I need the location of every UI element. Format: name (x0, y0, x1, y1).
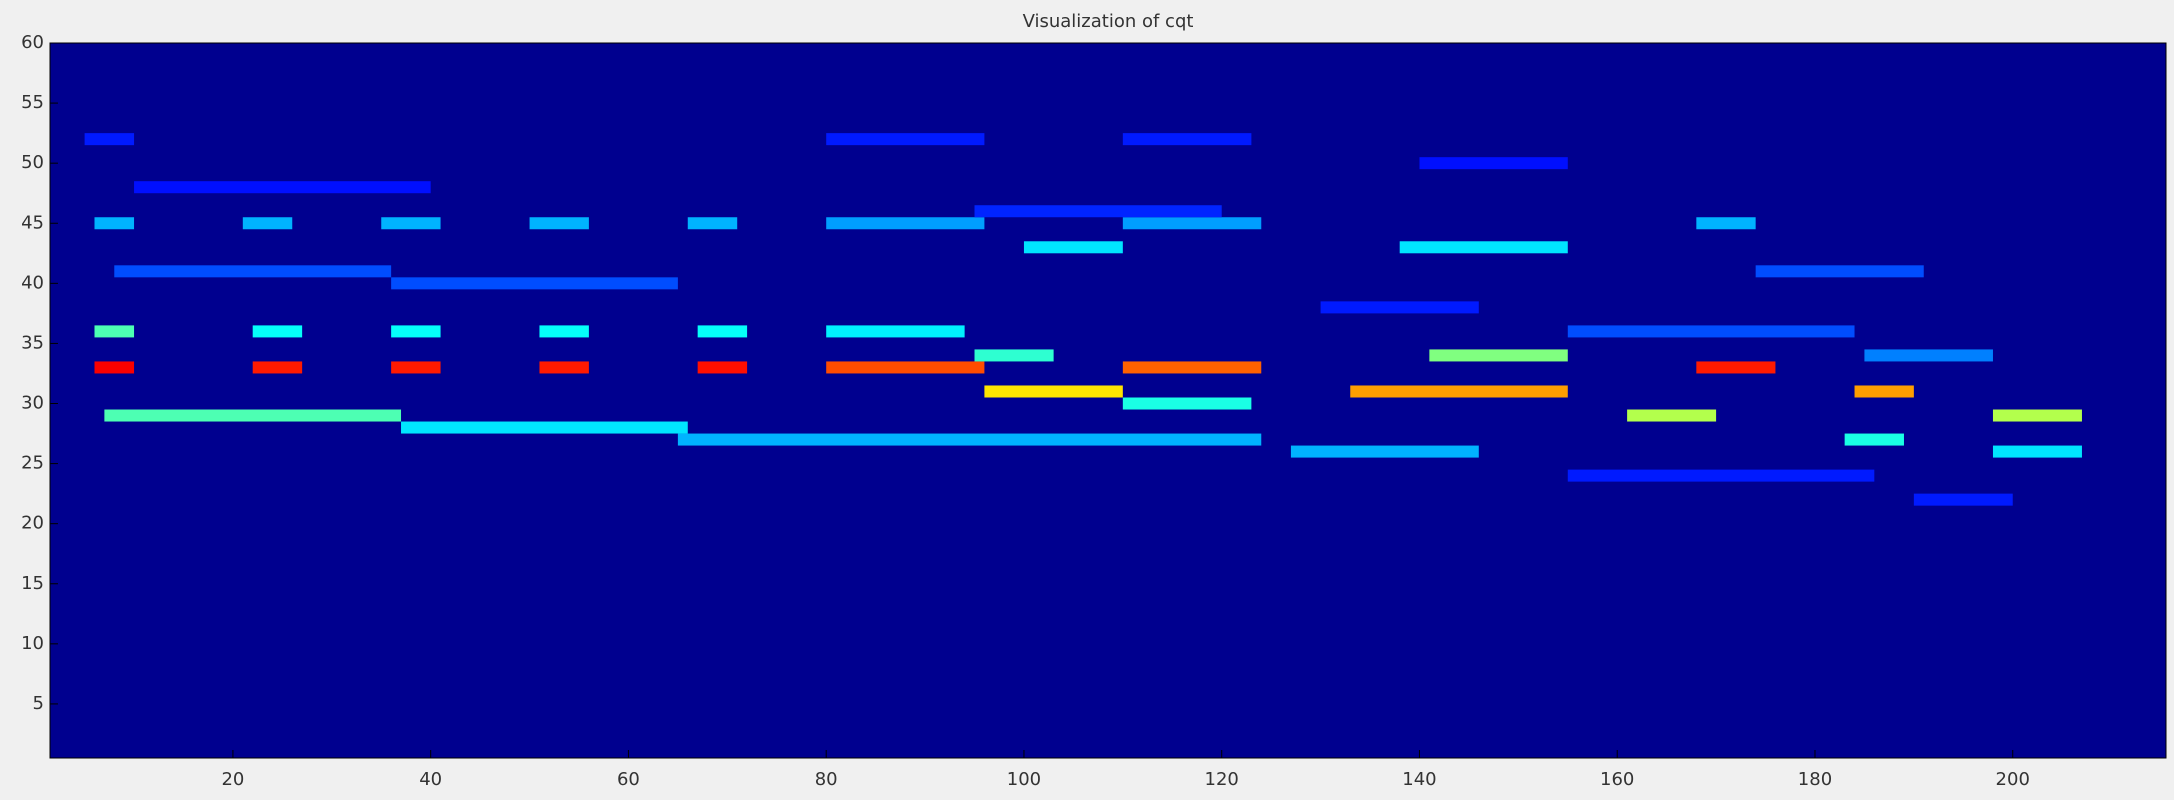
heatmap-cell (94, 325, 135, 338)
x-tick-label: 120 (1205, 769, 1239, 790)
heatmap-cell (1122, 397, 1252, 410)
chart-title: Visualization of cqt (1023, 11, 1194, 32)
x-tick-label: 140 (1402, 769, 1436, 790)
heatmap-cell (1320, 301, 1479, 314)
x-tick-label: 80 (815, 769, 838, 790)
y-tick-label: 25 (21, 453, 44, 474)
x-tick-label: 60 (617, 769, 640, 790)
heatmap-cell (687, 217, 738, 230)
heatmap-cell (1992, 445, 2082, 458)
plot-area (50, 43, 2166, 758)
heatmap-cell (134, 181, 431, 194)
y-tick-label: 15 (21, 573, 44, 594)
y-tick-label: 10 (21, 633, 44, 654)
heatmap-cell (826, 217, 985, 230)
heatmap-cell (401, 421, 688, 434)
heatmap-cell (1567, 325, 1855, 338)
heatmap-cell (984, 385, 1123, 398)
heatmap-cell (94, 217, 135, 230)
heatmap-cell (539, 361, 589, 374)
heatmap-cell (381, 217, 441, 230)
heatmap-cell (1122, 133, 1252, 146)
heatmap-cell (529, 217, 589, 230)
y-tick-label: 30 (21, 393, 44, 414)
heatmap-cell (252, 361, 303, 374)
heatmap-cell (1419, 157, 1568, 170)
x-tick-label: 20 (221, 769, 244, 790)
heatmap-cell (697, 361, 748, 374)
y-tick-label: 5 (33, 693, 44, 714)
heatmap-cell (114, 265, 392, 278)
y-tick-label: 55 (21, 92, 44, 113)
heatmap-cell (242, 217, 293, 230)
heatmap-cell (1122, 361, 1262, 374)
heatmap-cell (826, 361, 985, 374)
x-tick-label: 180 (1798, 769, 1832, 790)
y-tick-label: 60 (21, 32, 44, 53)
heatmap-cell (94, 361, 135, 374)
y-tick-label: 50 (21, 152, 44, 173)
heatmap-cell (1350, 385, 1568, 398)
heatmap-cell (391, 361, 441, 374)
heatmap-cell (1854, 385, 1914, 398)
heatmap-cell (252, 325, 303, 338)
heatmap-cell (391, 325, 441, 338)
heatmap-cell (974, 349, 1054, 362)
heatmap-cell (1696, 217, 1756, 230)
heatmap-cell (826, 133, 985, 146)
heatmap-cell (1399, 241, 1568, 254)
heatmap-cell (1290, 445, 1479, 458)
y-tick-label: 35 (21, 332, 44, 353)
heatmap-cell (1913, 493, 2013, 506)
heatmap-cell (1755, 265, 1924, 278)
heatmap-cell (1864, 349, 1993, 362)
heatmap-cell (1992, 409, 2082, 422)
heatmap-cell (1023, 241, 1123, 254)
heatmap-cell (1844, 433, 1904, 446)
heatmap-cell (677, 433, 1262, 446)
heatmap-cell (1696, 361, 1776, 374)
heatmap-cell (974, 205, 1222, 218)
heatmap-cell (826, 325, 965, 338)
heatmap-cell (1122, 217, 1262, 230)
x-tick-label: 160 (1600, 769, 1634, 790)
y-tick-label: 45 (21, 212, 44, 233)
heatmap-cell (84, 133, 135, 146)
y-tick-label: 40 (21, 272, 44, 293)
heatmap-cell (104, 409, 402, 422)
heatmap-cell (539, 325, 589, 338)
heatmap-cell (1429, 349, 1568, 362)
heatmap-cell (697, 325, 748, 338)
x-tick-label: 40 (419, 769, 442, 790)
heatmap-cell (1627, 409, 1717, 422)
axes-box (49, 42, 2167, 759)
x-tick-label: 200 (1996, 769, 2030, 790)
y-tick-label: 20 (21, 513, 44, 534)
x-tick-label: 100 (1007, 769, 1041, 790)
heatmap-cell (1567, 469, 1875, 482)
heatmap-cell (391, 277, 678, 290)
